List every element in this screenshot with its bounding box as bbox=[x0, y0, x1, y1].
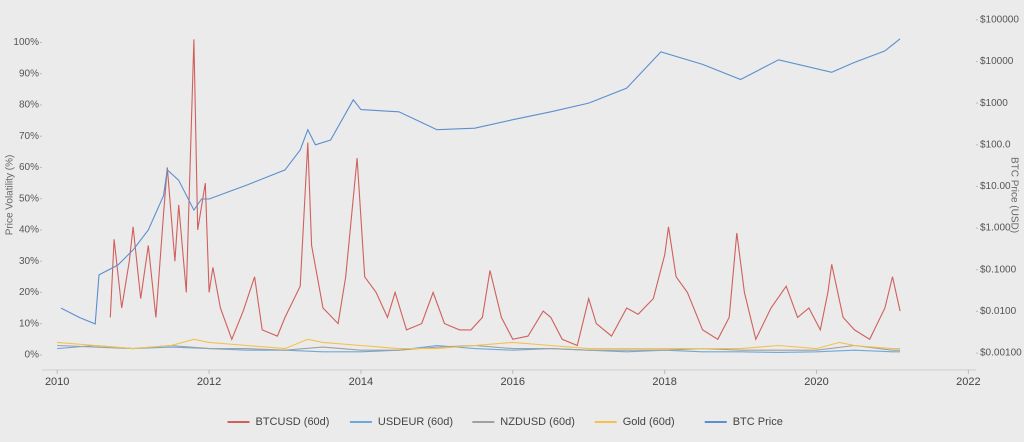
y2-tick-label: $0.1000 bbox=[980, 264, 1017, 275]
y2-axis-title: BTC Price (USD) bbox=[1008, 157, 1019, 233]
y-tick-label: 20% bbox=[19, 287, 39, 298]
x-tick-label: 2010 bbox=[45, 376, 69, 388]
x-tick-label: 2014 bbox=[349, 376, 373, 388]
y-tick-label: 60% bbox=[19, 162, 39, 173]
x-tick-label: 2022 bbox=[956, 376, 980, 388]
y2-tick-label: $0.00100 bbox=[980, 348, 1022, 359]
x-tick-label: 2018 bbox=[652, 376, 676, 388]
legend-label: Gold (60d) bbox=[623, 416, 675, 428]
y2-tick-label: $0.0100 bbox=[980, 306, 1017, 317]
legend-label: BTC Price bbox=[733, 416, 783, 428]
legend-label: BTCUSD (60d) bbox=[256, 416, 330, 428]
legend-label: NZDUSD (60d) bbox=[500, 416, 575, 428]
y2-tick-label: $1.000 bbox=[980, 223, 1011, 234]
x-tick-label: 2012 bbox=[197, 376, 221, 388]
y-tick-label: 90% bbox=[19, 68, 39, 79]
series-line bbox=[57, 344, 901, 351]
y2-tick-label: $10.00 bbox=[980, 181, 1011, 192]
series-line bbox=[60, 38, 901, 325]
y-tick-label: 100% bbox=[13, 37, 39, 48]
x-tick-label: 2016 bbox=[501, 376, 525, 388]
y-tick-label: 40% bbox=[19, 225, 39, 236]
y-axis-title: Price Volatility (%) bbox=[5, 155, 16, 236]
y-tick-label: 0% bbox=[25, 350, 40, 361]
series-line bbox=[57, 338, 901, 350]
y-tick-label: 10% bbox=[19, 318, 39, 329]
x-tick-label: 2020 bbox=[804, 376, 828, 388]
y-tick-label: 30% bbox=[19, 256, 39, 267]
y-tick-label: 50% bbox=[19, 193, 39, 204]
y2-tick-label: $100.0 bbox=[980, 139, 1011, 150]
y-tick-label: 70% bbox=[19, 131, 39, 142]
legend-label: USDEUR (60d) bbox=[378, 416, 453, 428]
y2-tick-label: $10000 bbox=[980, 56, 1014, 67]
y2-tick-label: $100000 bbox=[980, 14, 1019, 25]
y2-tick-label: $1000 bbox=[980, 98, 1008, 109]
series-line bbox=[109, 39, 901, 347]
y-tick-label: 80% bbox=[19, 100, 39, 111]
